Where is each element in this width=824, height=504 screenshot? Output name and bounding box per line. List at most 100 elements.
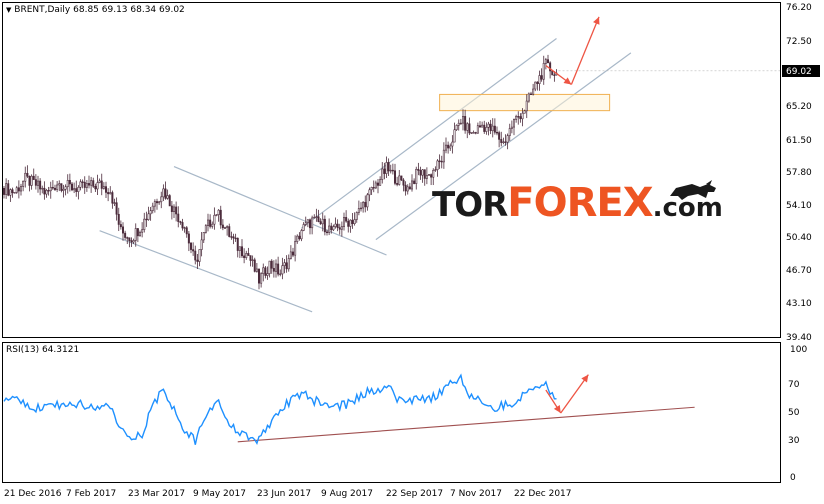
rsi-y-tick: 30 — [788, 436, 800, 446]
candle-body — [162, 188, 165, 198]
candle-body — [404, 184, 407, 192]
candle-body — [128, 237, 131, 242]
candle-body — [478, 125, 481, 128]
candle-body — [49, 186, 52, 192]
candle-body — [328, 225, 331, 233]
candle-body — [36, 180, 39, 186]
resistance-zone — [439, 93, 611, 112]
candle-body — [204, 225, 207, 233]
candle-body — [68, 180, 71, 185]
candle-body — [124, 232, 127, 238]
candle-body — [234, 237, 237, 240]
candle-body — [536, 81, 539, 84]
candle-body — [423, 169, 426, 179]
candle-body — [487, 123, 490, 128]
candle-body — [90, 180, 93, 186]
candle-body — [315, 216, 318, 218]
candle-body — [183, 227, 186, 229]
candle-body — [285, 262, 288, 270]
candle-body — [207, 219, 210, 226]
candle-body — [153, 201, 156, 207]
candle-body — [300, 230, 303, 240]
candle-body — [529, 93, 532, 95]
candle-body — [238, 246, 241, 251]
dropdown-triangle-icon[interactable]: ▼ — [6, 6, 12, 14]
candle-body — [553, 74, 556, 77]
candle-body — [525, 100, 528, 112]
candle-body — [151, 205, 154, 211]
candle-body — [96, 182, 99, 190]
candle-body — [294, 241, 297, 256]
rsi-trendline — [237, 406, 695, 443]
torforex-logo: TORFOREX.com — [432, 180, 723, 226]
candle-body — [321, 218, 324, 225]
candle-body — [64, 186, 67, 190]
channel-line — [173, 166, 387, 256]
x-tick: 21 Dec 2016 — [4, 489, 62, 499]
candle-body — [374, 182, 377, 189]
candle-body — [215, 214, 218, 216]
candle-body — [143, 218, 146, 230]
candle-body — [472, 132, 475, 134]
candle-body — [438, 160, 441, 162]
candle-body — [219, 209, 222, 226]
candle-body — [408, 186, 411, 190]
candle-body — [523, 110, 526, 114]
candle-body — [419, 170, 422, 176]
candle-body — [493, 125, 496, 133]
candle-body — [330, 225, 333, 231]
candle-body — [75, 188, 78, 192]
candle-body — [224, 227, 227, 229]
candle-body — [45, 190, 48, 195]
candle-body — [334, 223, 337, 227]
rsi-line — [3, 373, 557, 446]
candle-body — [43, 187, 46, 195]
candle-body — [198, 249, 201, 262]
candle-body — [351, 219, 354, 225]
candle-body — [391, 169, 394, 172]
candle-body — [362, 201, 365, 209]
candle-body — [447, 144, 450, 149]
candle-body — [500, 139, 503, 143]
candle-body — [376, 182, 379, 186]
channel-line — [301, 37, 557, 229]
x-tick: 9 May 2017 — [193, 489, 246, 499]
candle-body — [122, 226, 125, 234]
candle-body — [483, 124, 486, 132]
candle-body — [7, 183, 10, 196]
candle-body — [73, 188, 76, 191]
candle-body — [17, 187, 20, 192]
candle-body — [211, 223, 214, 227]
x-tick: 22 Dec 2017 — [514, 489, 572, 499]
price-y-tick: 61.50 — [786, 136, 812, 146]
candle-body — [342, 217, 345, 227]
candle-body — [319, 221, 322, 225]
candle-body — [517, 116, 520, 118]
candle-body — [56, 184, 59, 190]
candle-body — [502, 141, 505, 143]
rsi-y-tick: 0 — [790, 473, 796, 483]
price-y-tick: 72.50 — [786, 37, 812, 47]
candle-body — [532, 88, 535, 95]
candle-body — [94, 186, 97, 190]
price-y-tick: 76.20 — [786, 3, 812, 13]
candle-body — [266, 273, 269, 276]
candle-body — [226, 226, 229, 228]
candle-body — [32, 175, 35, 180]
candle-body — [281, 265, 284, 275]
logo-part-forex: FOREX — [507, 180, 653, 226]
candle-body — [247, 253, 250, 256]
candle-body — [340, 226, 343, 230]
candle-body — [381, 168, 384, 180]
rsi-y-tick: 50 — [788, 408, 800, 418]
candle-body — [270, 260, 273, 269]
candle-body — [107, 192, 110, 195]
candle-body — [283, 262, 286, 266]
candle-body — [370, 187, 373, 191]
bull-icon — [670, 180, 716, 200]
candle-body — [13, 192, 16, 194]
candle-body — [24, 172, 27, 182]
candle-body — [181, 222, 184, 229]
candle-body — [253, 259, 256, 272]
